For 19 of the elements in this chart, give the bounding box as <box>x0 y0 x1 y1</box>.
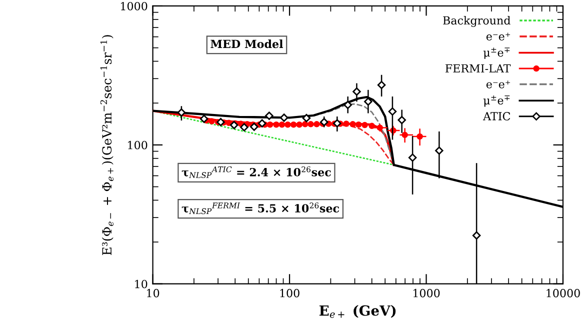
legend-label: Background <box>443 16 510 27</box>
legend-label: e⁻e⁺ <box>486 80 510 88</box>
y-tick-label: 100 <box>128 140 148 150</box>
y-tick-label: 10 <box>135 280 148 288</box>
legend-label: μ$^{±}$e$^{∓}$ <box>483 48 510 59</box>
annotation: τ$_{NLSP}$$^{ATIC}$ = 2.4 × 10$^{26}$sec <box>182 166 331 178</box>
x-tick-label: 1000 <box>413 288 440 298</box>
annotation: τ$_{NLSP}$$^{FERMI}$ = 5.5 × 10$^{26}$sec <box>182 202 340 214</box>
x-tick-label: 10000 <box>546 288 580 298</box>
legend-label: FERMI-LAT <box>445 64 511 72</box>
legend-label: e⁻e⁺ <box>486 32 510 40</box>
y-tick-label: 1000 <box>121 2 148 10</box>
legend-label: ATIC <box>482 112 510 120</box>
x-tick-label: 10 <box>147 288 160 298</box>
legend-label: μ$^{±}$e$^{∓}$ <box>483 95 510 107</box>
x-tick-label: 100 <box>280 288 300 298</box>
annotation: MED Model <box>210 40 283 48</box>
x-axis-title: E$_{e+}$ (GeV) <box>319 305 396 318</box>
text: E³(Φ$_{e−}$ + Φ$_{e+}$)(GeV²m$^{−2}$sec$^{−1}$sr$^{−1}$) <box>100 35 114 256</box>
